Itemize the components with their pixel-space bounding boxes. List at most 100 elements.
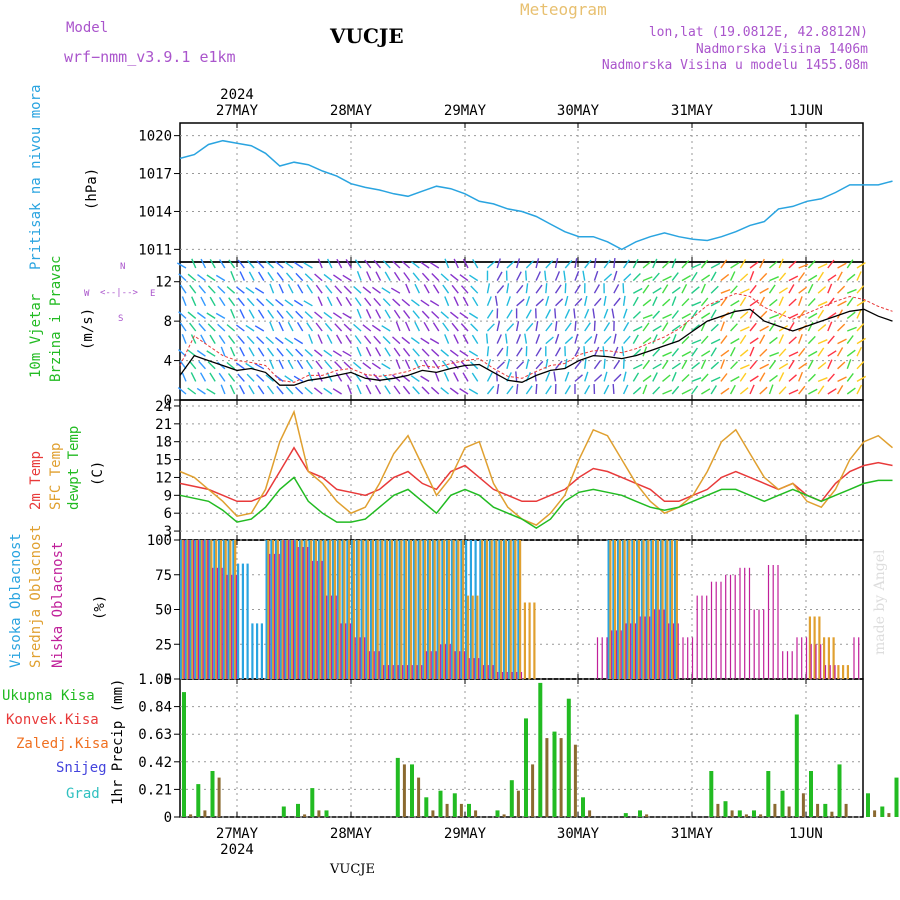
wind-arrow — [525, 385, 533, 395]
cloud-high-bar — [431, 540, 434, 679]
wind-arrow — [440, 311, 450, 319]
wind-arrow — [652, 258, 658, 269]
wind-arrow — [200, 296, 207, 307]
cloud-low-bar — [801, 637, 803, 679]
cloud-mid-bar — [523, 602, 526, 679]
wind-arrow — [459, 388, 469, 395]
wind-arrow — [720, 321, 725, 332]
wind-arrow — [343, 285, 352, 294]
wind-arrow — [837, 300, 847, 307]
wind-arrow — [817, 286, 827, 294]
y-tick-label-cloud: 0 — [164, 672, 172, 688]
cloud-low-bar — [601, 637, 603, 679]
wind-arrow — [239, 346, 245, 357]
precip-convective-bar — [431, 810, 435, 817]
precip-total-bar — [766, 771, 771, 817]
wind-arrow — [450, 273, 459, 282]
wind-arrow — [268, 359, 275, 370]
wind-arrow — [768, 384, 774, 395]
precip-convective-bar — [573, 744, 577, 817]
wind-arrow — [343, 361, 352, 370]
wind-arrow — [582, 270, 586, 281]
wind-arrow — [487, 260, 496, 269]
wind-arrow — [623, 259, 630, 269]
precip-convective-bar — [417, 777, 421, 817]
cloud-mid-bar — [286, 540, 289, 679]
wind-arrow — [661, 322, 669, 332]
wind-arrow — [373, 297, 382, 307]
wind-arrow — [198, 285, 206, 294]
wind-arrow — [353, 323, 362, 332]
cloud-high-bar — [284, 540, 287, 679]
cloud-low-bar — [772, 565, 774, 679]
wind-arrow — [730, 300, 740, 307]
wind-arrow — [613, 297, 621, 307]
cloud-mid-bar — [219, 540, 222, 679]
compass-s-label: S — [118, 314, 124, 324]
legend-snow: Snijeg — [56, 760, 107, 776]
y-tick-label-wind: 0 — [164, 393, 172, 409]
cloud-low-bar — [691, 637, 694, 679]
wind-arrow — [365, 346, 372, 357]
cloud-low-bar — [497, 672, 499, 679]
wind-arrow — [681, 373, 690, 382]
precip-total-bar — [310, 788, 315, 817]
wind-arrow — [856, 323, 865, 332]
wind-arrow — [515, 258, 521, 269]
cloud-high-bar — [279, 540, 282, 679]
wind-arrow — [681, 359, 688, 370]
wind-arrow — [304, 386, 313, 395]
y-tick-label-cloud: 25 — [155, 637, 172, 653]
wind-arrow — [817, 271, 824, 281]
wind-arrow — [449, 349, 459, 357]
wind-arrow — [375, 271, 382, 281]
wind-arrow — [269, 321, 275, 332]
cloud-low-bar — [425, 651, 428, 679]
cloud-low-bar — [349, 623, 352, 679]
cloud-mid-bar — [276, 540, 279, 679]
cloud-low-bar — [302, 547, 304, 679]
cloud-low-bar — [392, 665, 394, 679]
wind-arrow — [226, 286, 236, 294]
wind-arrow — [545, 336, 554, 345]
wind-arrow — [827, 373, 835, 382]
cloud-high-bar — [189, 540, 192, 679]
wind-arrow — [729, 309, 736, 319]
wind-arrow — [334, 361, 343, 370]
cloud-high-bar — [308, 540, 311, 679]
wind-arrow — [295, 386, 304, 395]
wind-arrow — [554, 333, 560, 344]
wind-arrow — [856, 309, 862, 319]
cloud-mid-bar — [329, 540, 332, 679]
wind-arrow — [356, 308, 362, 319]
wind-arrow — [740, 326, 750, 332]
wind-arrow — [846, 259, 854, 269]
wind-arrow — [545, 371, 551, 382]
wind-arrow — [554, 258, 559, 269]
wind-arrow — [314, 273, 323, 282]
wind-arrow — [584, 322, 591, 332]
cloud-high-bar — [355, 540, 358, 679]
wind-arrow — [295, 310, 304, 319]
cloud-low-bar — [435, 651, 437, 679]
cloud-low-bar — [345, 623, 347, 679]
cloud-high-bar — [621, 540, 624, 679]
wind-arrow — [516, 361, 525, 370]
wind-arrow — [325, 284, 333, 294]
wind-arrow — [798, 347, 806, 357]
wind-arrow — [342, 312, 352, 319]
wind-arrow — [303, 262, 313, 269]
wind-arrow — [209, 258, 216, 269]
cloud-low-bar — [511, 672, 513, 679]
cloud-low-bar — [288, 540, 290, 679]
wind-arrow — [395, 321, 401, 332]
wind-arrow — [515, 321, 520, 332]
cloud-high-bar — [460, 540, 463, 679]
bottom-day-label: 28MAY — [330, 826, 373, 842]
cloud-low-bar — [501, 672, 504, 679]
wind-arrow — [623, 321, 630, 332]
wind-arrow — [856, 361, 865, 370]
wind-arrow — [749, 261, 759, 269]
cloud-mid-bar — [504, 540, 507, 679]
